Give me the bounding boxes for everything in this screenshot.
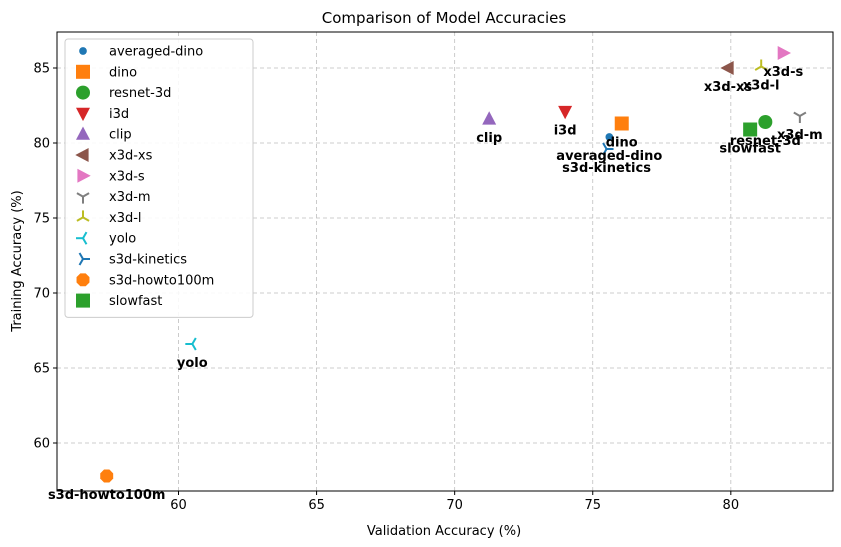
x-axis-label: Validation Accuracy (%) (367, 524, 521, 539)
y-tick-label: 60 (33, 437, 50, 452)
legend-marker-x3d-l (76, 210, 90, 222)
legend: averaged-dino dino resnet-3d i3d clip x3d-xs x… (64, 38, 254, 318)
annotation-s3d-howto100m: s3d-howto100m (48, 488, 166, 503)
legend-marker-slowfast (76, 293, 90, 308)
legend-label-averaged-dino: averaged-dino (109, 45, 203, 60)
legend-label-yolo: yolo (109, 232, 136, 247)
legend-label-x3d-l: x3d-l (109, 211, 142, 226)
annotation-slowfast: slowfast (719, 142, 781, 157)
x-tick-label: 60 (170, 498, 187, 513)
y-tick-label: 85 (33, 62, 50, 77)
point-yolo (185, 337, 197, 351)
annotation-i3d: i3d (554, 124, 577, 139)
y-tick-label: 70 (33, 287, 50, 302)
point-i3d (558, 105, 573, 120)
legend-marker-x3d-xs (75, 148, 89, 162)
annotation-dino: dino (606, 136, 638, 151)
point-s3d-kinetics (602, 142, 614, 156)
y-tick-label: 75 (33, 212, 50, 227)
annotation-yolo: yolo (177, 356, 208, 371)
legend-marker-i3d (76, 107, 90, 122)
plot-frame (56, 31, 834, 492)
annotation-averaged-dino: averaged-dino (556, 149, 662, 164)
point-x3d-l (754, 59, 768, 71)
point-averaged-dino (605, 133, 614, 141)
annotation-x3d-l: x3d-l (743, 79, 780, 94)
x-tick-label: 65 (308, 498, 325, 513)
chart-title: Comparison of Model Accuracies (322, 9, 567, 27)
legend-marker-clip (76, 126, 90, 140)
y-axis-label: Training Accuracy (%) (10, 190, 25, 332)
annotation-x3d-m: x3d-m (777, 128, 823, 143)
axis-ticks: 60 65 70 75 80 60 65 70 75 80 85 (33, 62, 739, 514)
annotation-resnet-3d: resnet-3d (730, 134, 801, 149)
point-x3d-m (793, 111, 807, 123)
y-tick-label: 80 (33, 137, 50, 152)
legend-label-i3d: i3d (109, 107, 129, 122)
legend-label-x3d-m: x3d-m (109, 190, 151, 205)
legend-label-clip: clip (109, 128, 132, 143)
point-x3d-s (777, 46, 791, 60)
legend-label-x3d-s: x3d-s (109, 169, 145, 184)
point-dino (614, 116, 629, 131)
legend-marker-x3d-m (76, 192, 90, 204)
legend-marker-dino (76, 64, 90, 79)
legend-box (64, 38, 254, 318)
legend-marker-x3d-s (77, 168, 91, 183)
x-tick-label: 70 (446, 498, 463, 513)
point-x3d-xs (720, 61, 734, 75)
legend-label-slowfast: slowfast (109, 294, 162, 309)
x-tick-label: 75 (584, 498, 601, 513)
annotation-x3d-s: x3d-s (763, 65, 803, 80)
point-s3d-howto100m (100, 469, 114, 483)
legend-marker-resnet-3d (76, 85, 90, 100)
legend-marker-averaged-dino (79, 47, 87, 55)
y-tick-label: 65 (33, 362, 50, 377)
data-markers (100, 46, 807, 483)
legend-label-s3d-howto100m: s3d-howto100m (109, 273, 214, 288)
point-resnet-3d (758, 115, 773, 129)
legend-marker-s3d-kinetics (78, 252, 90, 266)
annotation-s3d-kinetics: s3d-kinetics (562, 161, 651, 176)
x-tick-label: 80 (723, 498, 740, 513)
annotation-clip: clip (476, 131, 502, 146)
legend-label-resnet-3d: resnet-3d (109, 86, 171, 101)
legend-label-dino: dino (109, 65, 137, 80)
point-clip (482, 111, 497, 125)
annotation-x3d-xs: x3d-xs (704, 80, 753, 95)
legend-marker-s3d-howto100m (76, 273, 90, 287)
point-slowfast (743, 122, 758, 137)
legend-label-s3d-kinetics: s3d-kinetics (109, 253, 187, 268)
legend-label-x3d-xs: x3d-xs (109, 149, 153, 164)
legend-marker-yolo (76, 231, 88, 245)
